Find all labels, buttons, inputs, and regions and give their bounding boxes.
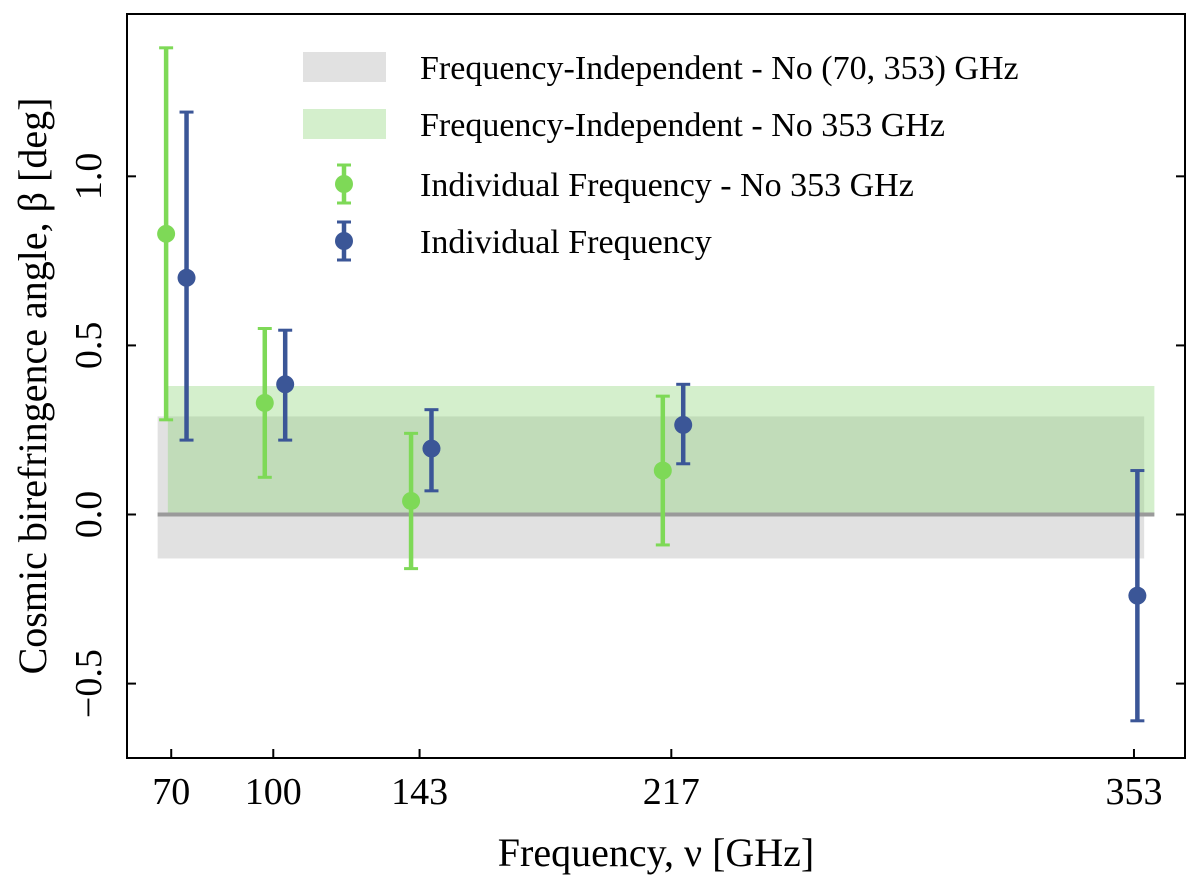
legend-swatch-1: [303, 52, 386, 82]
blue-point-143: [422, 408, 441, 493]
x-tick-label-70: 70: [152, 771, 190, 813]
blue-point-100: [276, 328, 295, 442]
bands-layer: [157, 386, 1155, 559]
green-point-217: [653, 394, 672, 547]
green-point-143: [402, 431, 421, 571]
y-tick-label-1: 0.0: [68, 491, 110, 539]
legend-marker-3-marker: [335, 175, 353, 193]
plot-frame: [126, 13, 1186, 759]
green-point-143-marker: [402, 491, 421, 510]
legend-entry-2: Frequency-Independent - No 353 GHz: [303, 107, 945, 144]
green-point-70-marker: [157, 224, 176, 243]
blue-point-143-marker: [422, 439, 441, 458]
legend-label-3: Individual Frequency - No 353 GHz: [420, 167, 914, 204]
blue-point-70-marker: [177, 268, 196, 287]
green-point-70: [157, 46, 176, 422]
blue-point-217: [674, 382, 693, 466]
legend-label-1: Frequency-Independent - No (70, 353) GHz: [420, 50, 1019, 87]
legend-label-4: Individual Frequency: [420, 224, 712, 261]
green-point-100-marker: [255, 393, 274, 412]
points-layer: [157, 46, 1147, 723]
legend-marker-4: [335, 220, 353, 262]
x-tick-label-353: 353: [1105, 771, 1162, 813]
x-axis-label: Frequency, ν [GHz]: [498, 830, 814, 875]
blue-point-100-marker: [276, 375, 295, 394]
blue-point-217-marker: [674, 415, 693, 434]
legend: Frequency-Independent - No (70, 353) GHz…: [303, 50, 1019, 262]
legend-entry-3: Individual Frequency - No 353 GHz: [335, 163, 914, 205]
x-tick-label-217: 217: [643, 771, 700, 813]
ticks-layer: 70 100 143 217 353 −0.5 0.0 0.5 1.0: [68, 153, 1185, 813]
y-tick-label-0: −0.5: [68, 649, 110, 718]
y-axis-label: Cosmic birefringence angle, β [deg]: [10, 98, 55, 675]
y-tick-label-2: 0.5: [68, 322, 110, 370]
x-tick-label-100: 100: [245, 771, 302, 813]
green-point-217-marker: [653, 461, 672, 480]
legend-swatch-2: [303, 109, 386, 139]
blue-point-70: [177, 110, 196, 442]
legend-entry-4: Individual Frequency: [335, 220, 712, 262]
legend-marker-3: [335, 163, 353, 205]
x-tick-label-143: 143: [391, 771, 448, 813]
blue-point-353: [1128, 469, 1147, 723]
legend-marker-4-marker: [335, 232, 353, 250]
legend-entry-1: Frequency-Independent - No (70, 353) GHz: [303, 50, 1019, 87]
green-point-100: [255, 327, 274, 479]
y-tick-label-3: 1.0: [68, 153, 110, 201]
blue-point-353-marker: [1128, 586, 1147, 605]
legend-label-2: Frequency-Independent - No 353 GHz: [420, 107, 945, 144]
band-no-70-353: [157, 416, 1145, 559]
